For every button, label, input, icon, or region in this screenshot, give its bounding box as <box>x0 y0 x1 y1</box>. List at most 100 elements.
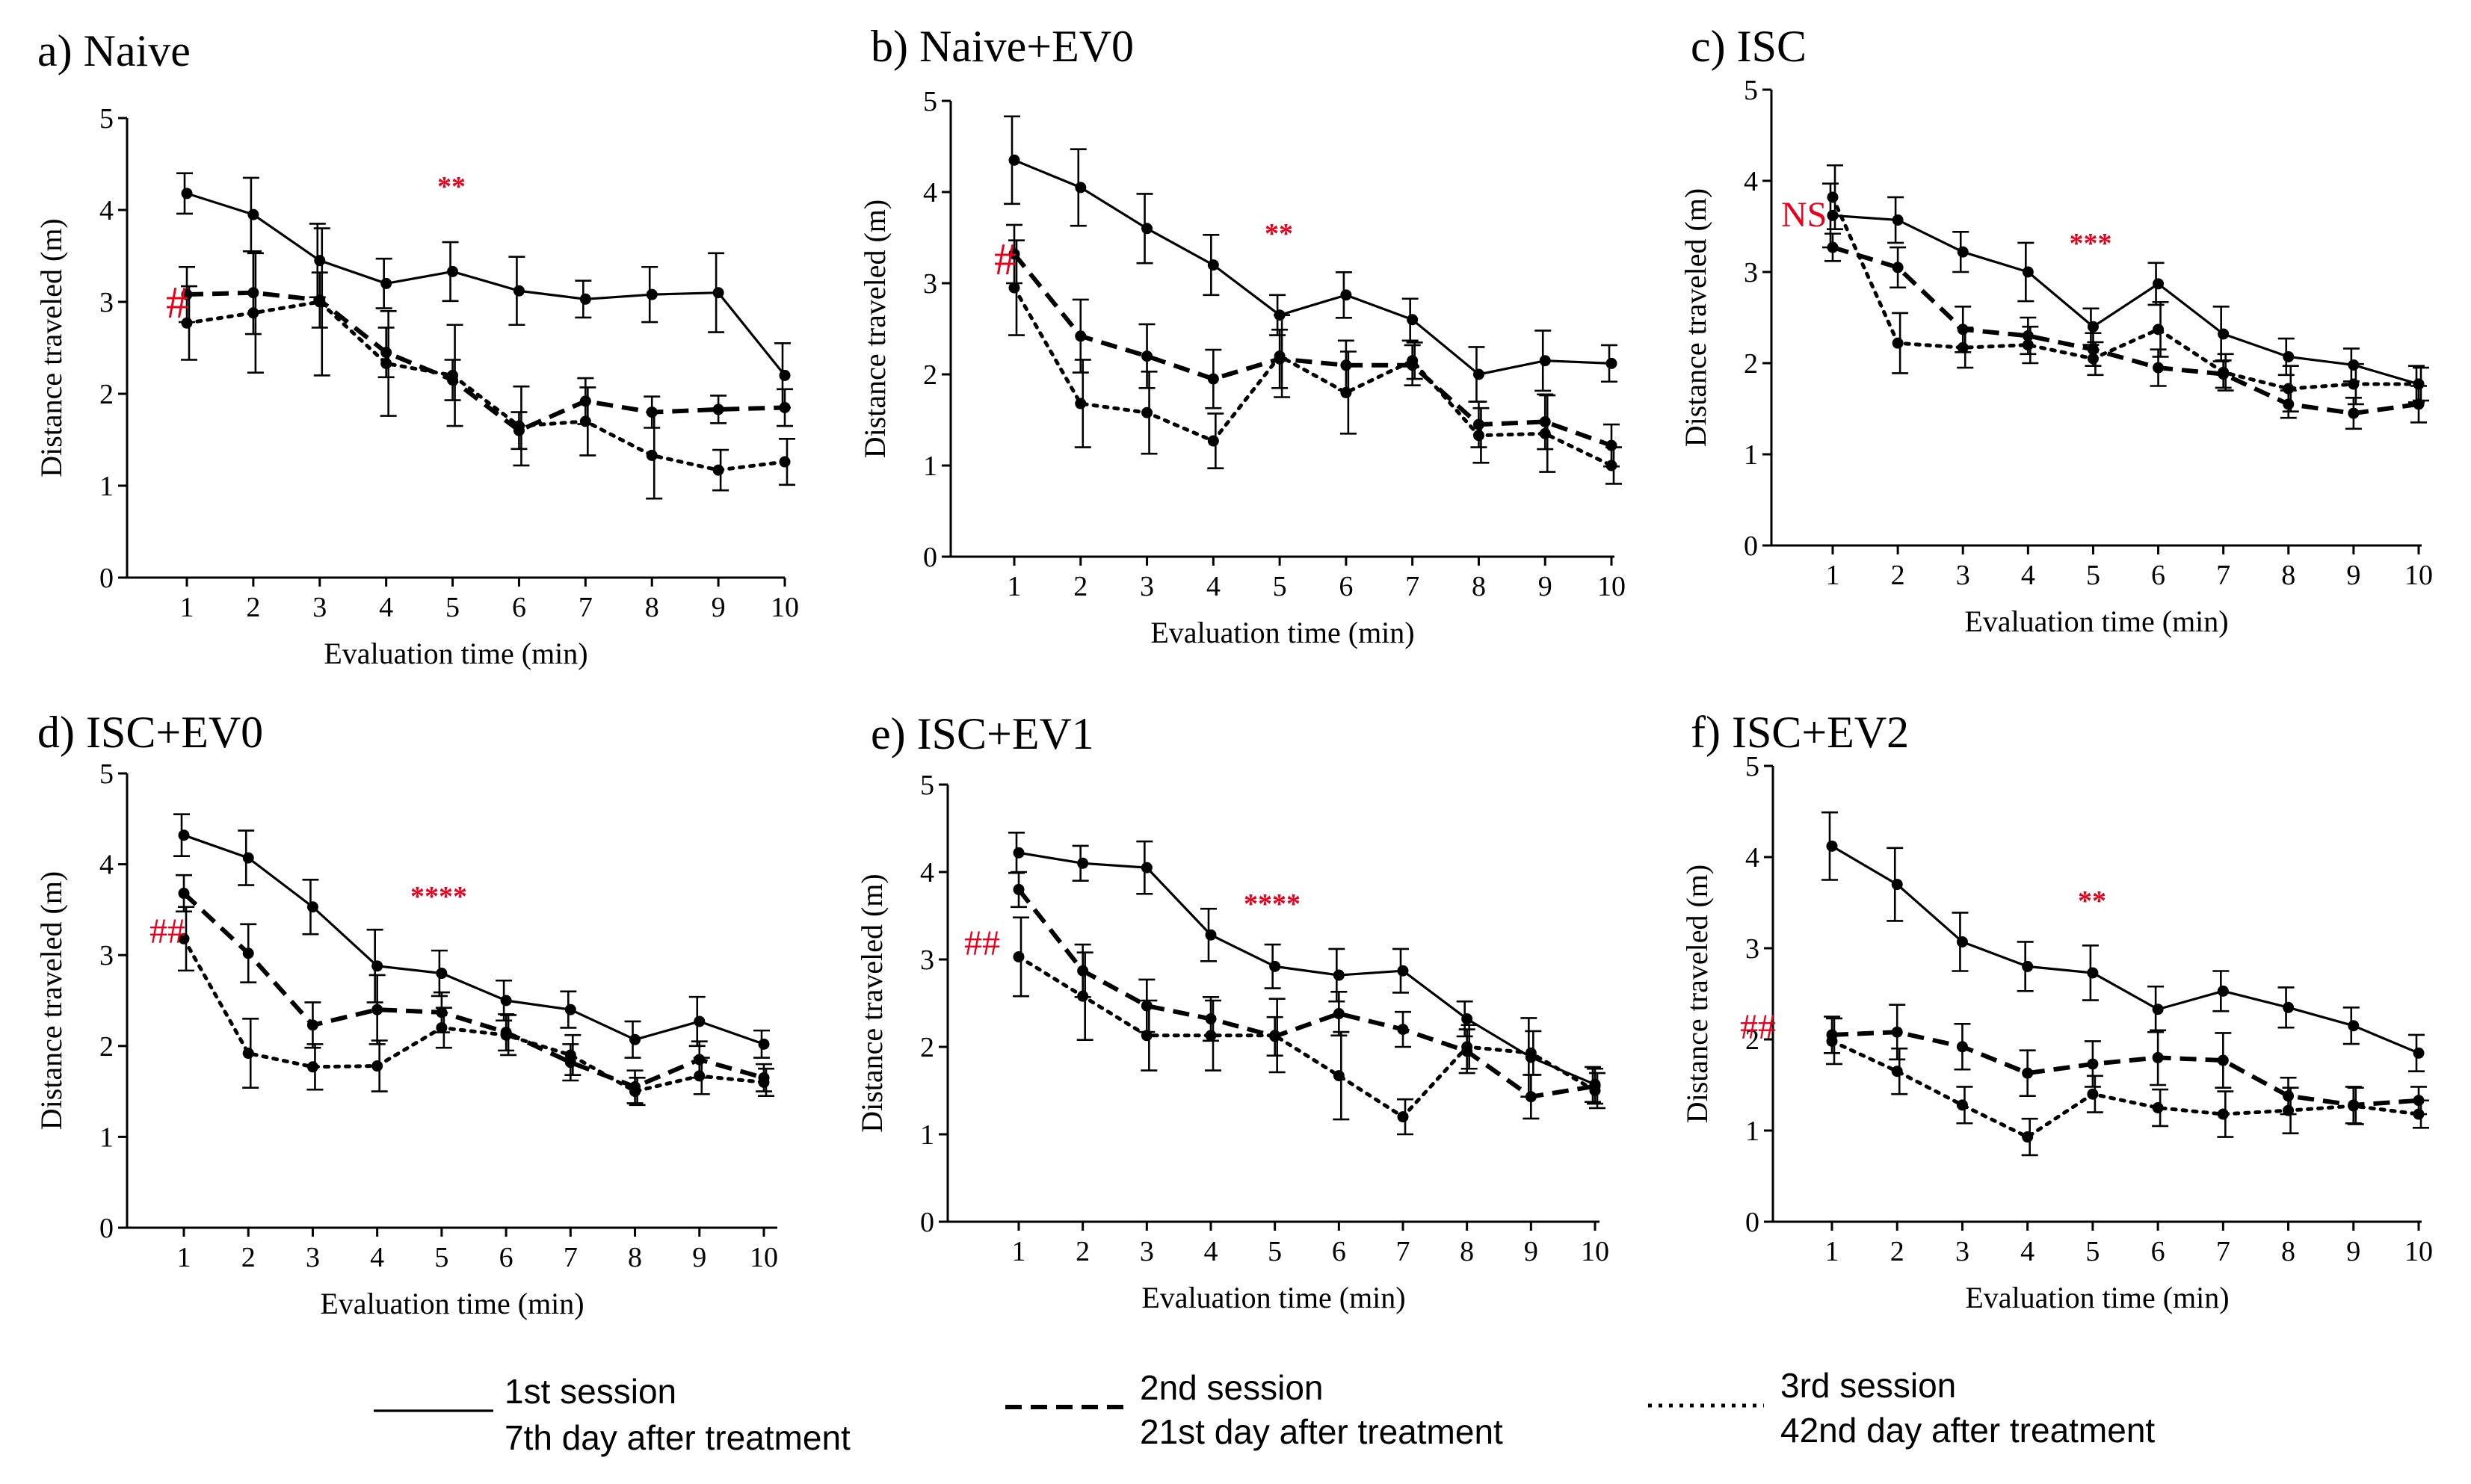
series-3 <box>1826 1017 2429 1157</box>
data-point <box>371 1060 383 1072</box>
data-point <box>1605 357 1617 369</box>
data-point <box>1892 262 1904 273</box>
data-point <box>2022 266 2034 278</box>
data-point <box>712 464 724 476</box>
data-point <box>694 1070 706 1082</box>
x-tick-label: 4 <box>1206 571 1221 602</box>
data-point <box>242 852 254 864</box>
y-axis-label: Distance traveled (m) <box>858 200 892 459</box>
x-tick-label: 7 <box>564 1242 578 1273</box>
y-tick-label: 4 <box>1745 842 1759 874</box>
x-tick-label: 4 <box>1204 1236 1218 1267</box>
data-point <box>646 288 658 300</box>
data-point <box>2348 1020 2360 1032</box>
data-point <box>513 420 525 432</box>
data-point <box>564 1004 576 1015</box>
x-tick-label: 1 <box>180 592 194 623</box>
legend: 1st session 7th day after treatment 2nd se… <box>374 1366 2155 1457</box>
y-tick-label: 1 <box>99 471 114 502</box>
data-point <box>1274 350 1286 362</box>
data-point <box>247 307 259 319</box>
data-point <box>1077 965 1089 977</box>
x-axis-label: Evaluation time (min) <box>1965 1281 2229 1314</box>
significance-marker: ** <box>437 171 466 202</box>
data-point <box>178 933 190 944</box>
x-tick-label: 3 <box>1956 560 1970 591</box>
y-tick-label: 4 <box>920 857 934 888</box>
data-point <box>1141 1000 1153 1012</box>
data-point <box>1141 406 1153 418</box>
series-line <box>1018 851 1596 1086</box>
x-axis-label: Evaluation time (min) <box>1150 616 1414 649</box>
data-point <box>1891 1066 1903 1078</box>
x-tick-label: 7 <box>579 592 593 623</box>
x-tick-label: 3 <box>1140 571 1154 602</box>
data-point <box>380 277 392 289</box>
x-axis-label: Evaluation time (min) <box>1141 1281 1405 1314</box>
y-tick-label: 3 <box>1744 257 1758 288</box>
x-tick-label: 2 <box>1076 1236 1090 1267</box>
data-point <box>2087 1088 2099 1100</box>
data-point <box>436 968 448 980</box>
data-point <box>2087 967 2099 979</box>
significance-marker: **** <box>1244 888 1301 920</box>
x-axis-label: Evaluation time (min) <box>1964 605 2228 638</box>
x-tick-label: 3 <box>1140 1236 1154 1267</box>
data-point <box>694 1015 706 1027</box>
data-point <box>513 285 525 297</box>
y-tick-label: 3 <box>1745 933 1759 965</box>
data-point <box>1141 1030 1153 1042</box>
series-line <box>1017 954 1597 1119</box>
data-point <box>1956 1099 1968 1111</box>
significance-marker: **** <box>410 881 467 912</box>
x-tick-label: 9 <box>2346 1236 2360 1267</box>
data-point <box>1397 1024 1409 1036</box>
data-point <box>2348 407 2360 419</box>
y-tick-label: 5 <box>920 770 934 801</box>
y-tick-label: 2 <box>1745 1024 1759 1056</box>
x-tick-label: 3 <box>306 1242 320 1273</box>
data-point <box>1539 355 1551 367</box>
x-tick-label: 1 <box>177 1242 191 1273</box>
x-tick-label: 6 <box>2151 560 2165 591</box>
data-point <box>181 188 193 200</box>
x-tick-label: 2 <box>1890 1236 1904 1267</box>
data-point <box>371 1004 383 1015</box>
data-point <box>694 1054 706 1066</box>
data-point <box>1075 398 1087 409</box>
legend-sublabel: 21st day after treatment <box>1140 1412 1503 1451</box>
y-tick-label: 0 <box>920 1207 934 1238</box>
data-point <box>1205 929 1217 941</box>
data-point <box>1207 373 1219 385</box>
data-point <box>1892 214 1904 226</box>
data-point <box>2087 1058 2099 1070</box>
data-point <box>306 1061 318 1073</box>
y-tick-label: 0 <box>1744 531 1758 562</box>
data-point <box>1827 191 1839 203</box>
x-axis-label: Evaluation time (min) <box>320 1287 584 1320</box>
data-point <box>1013 950 1025 962</box>
chart-panel: b) Naive+EV0 0 1 2 3 4 5 1 2 3 4 5 6 7 8 9 10 Evaluation … <box>858 22 1626 649</box>
data-point <box>178 888 190 900</box>
y-tick-label: 5 <box>1744 75 1758 106</box>
series-line <box>186 290 786 433</box>
data-point <box>242 1048 254 1060</box>
data-point <box>1013 883 1025 895</box>
data-point <box>2283 1104 2295 1116</box>
y-tick-label: 3 <box>923 268 937 300</box>
data-point <box>1340 359 1352 371</box>
data-point <box>1461 1041 1473 1053</box>
data-point <box>2218 366 2230 378</box>
chart-panel: d) ISC+EV0 0 1 2 3 4 5 1 2 3 4 5 6 7 8 9 10 Evaluation ti… <box>34 708 778 1320</box>
data-point <box>564 1049 576 1061</box>
data-point <box>712 404 724 415</box>
legend-item: 2nd session 21st day after treatment <box>1005 1368 1503 1451</box>
chart-panel: f) ISC+EV2 0 1 2 3 4 5 1 2 3 4 5 6 7 8 9 10 Evaluation ti… <box>1680 708 2433 1314</box>
data-point <box>1956 1041 1968 1053</box>
data-point <box>1075 182 1087 194</box>
data-point <box>242 947 254 959</box>
series-line <box>183 834 765 1045</box>
data-point <box>2022 339 2034 351</box>
